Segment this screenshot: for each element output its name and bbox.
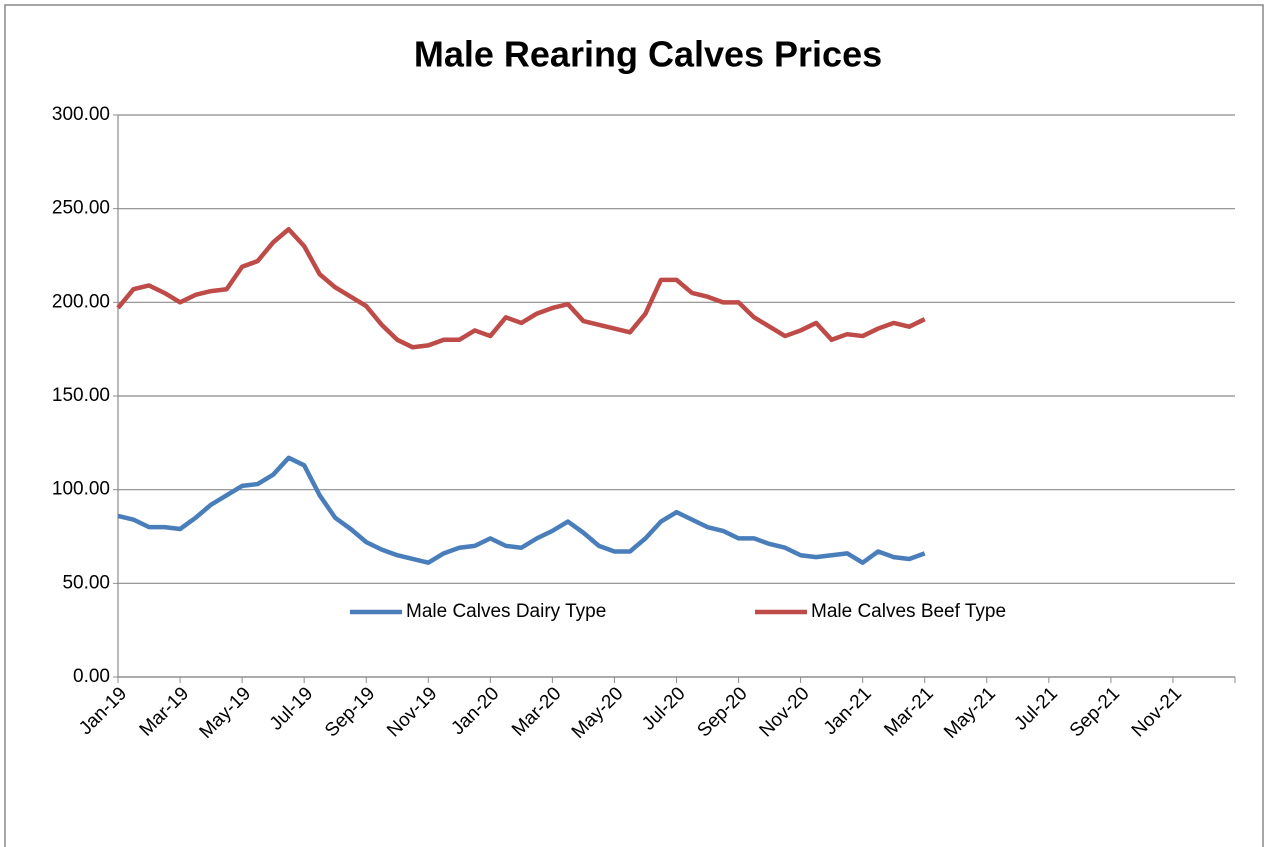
x-tick-label: Sep-20 bbox=[693, 683, 751, 741]
series-line bbox=[117, 455, 926, 565]
x-tick-label: Sep-21 bbox=[1066, 683, 1124, 741]
y-tick-label: 200.00 bbox=[52, 291, 110, 312]
y-tick-label: 300.00 bbox=[52, 104, 110, 125]
x-tick-label: Nov-19 bbox=[383, 683, 441, 741]
x-tick-label: Jan-20 bbox=[447, 683, 503, 739]
x-tick-label: Jul-19 bbox=[266, 683, 317, 734]
x-tick-label: Mar-19 bbox=[136, 683, 193, 740]
x-tick-label: Mar-21 bbox=[880, 683, 937, 740]
x-tick-label: Nov-21 bbox=[1128, 683, 1186, 741]
chart-frame bbox=[4, 4, 1264, 847]
x-tick-label: Nov-20 bbox=[756, 683, 814, 741]
x-tick-label: May-21 bbox=[940, 683, 1000, 743]
legend-label: Male Calves Dairy Type bbox=[406, 601, 606, 622]
x-tick-label: Sep-19 bbox=[321, 683, 379, 741]
y-tick-label: 100.00 bbox=[52, 479, 110, 500]
x-tick-label: Jul-21 bbox=[1010, 683, 1061, 734]
x-tick-label: May-19 bbox=[196, 683, 256, 743]
y-tick-label: 0.00 bbox=[73, 666, 110, 687]
chart-title: Male Rearing Calves Prices bbox=[414, 34, 882, 75]
x-tick-label: Jan-21 bbox=[820, 683, 876, 739]
y-tick-label: 50.00 bbox=[62, 572, 110, 593]
y-tick-label: 150.00 bbox=[52, 385, 110, 406]
x-tick-label: Jan-19 bbox=[75, 683, 131, 739]
y-tick-label: 250.00 bbox=[52, 198, 110, 219]
x-tick-label: Jul-20 bbox=[638, 683, 689, 734]
x-tick-label: Mar-20 bbox=[508, 683, 565, 740]
series-line bbox=[116, 227, 926, 350]
legend-label: Male Calves Beef Type bbox=[811, 601, 1006, 622]
x-tick-label: May-20 bbox=[568, 683, 628, 743]
